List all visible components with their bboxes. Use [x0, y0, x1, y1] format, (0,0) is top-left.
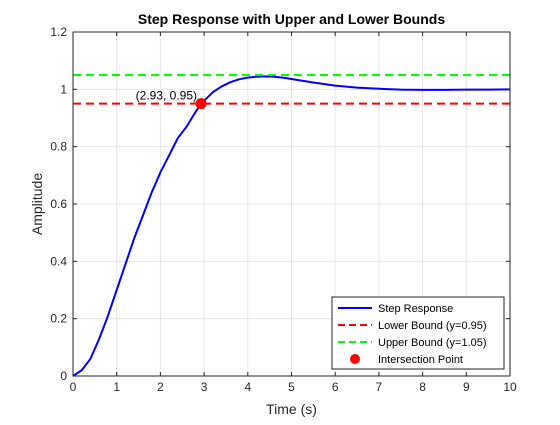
series-layer — [72, 74, 511, 377]
point-layer: (2.93, 0.95) — [136, 89, 207, 110]
y-tick-label: 1 — [60, 82, 67, 96]
x-tick-label: 3 — [201, 380, 208, 394]
x-tick-label: 0 — [70, 380, 77, 394]
y-tick-label: 0.4 — [50, 254, 67, 268]
intersection-point-label: (2.93, 0.95) — [136, 89, 197, 103]
intersection-point-marker — [195, 98, 207, 110]
x-tick-label: 7 — [376, 380, 383, 394]
y-axis-label: Amplitude — [29, 173, 45, 235]
ticks: 0 1 2 3 4 5 6 7 8 9 10 0 0.2 0.4 0.6 0.8 1 1.2 — [50, 25, 517, 394]
legend-swatch-marker — [350, 354, 360, 364]
x-tick-label: 2 — [157, 380, 164, 394]
legend-entry-label: Lower Bound (y=0.95) — [378, 320, 487, 332]
y-tick-label: 0.2 — [50, 312, 67, 326]
x-tick-label: 8 — [419, 380, 426, 394]
x-tick-label: 9 — [463, 380, 470, 394]
x-tick-label: 4 — [244, 380, 251, 394]
x-tick-label: 6 — [332, 380, 339, 394]
y-tick-label: 0.6 — [50, 197, 67, 211]
x-tick-label: 10 — [503, 380, 517, 394]
y-tick-label: 0 — [60, 369, 67, 383]
x-tick-label: 1 — [113, 380, 120, 394]
chart-title: Step Response with Upper and Lower Bound… — [138, 11, 445, 27]
x-tick-label: 5 — [288, 380, 295, 394]
legend-entry-label: Upper Bound (y=1.05) — [378, 337, 487, 349]
x-axis-label: Time (s) — [266, 401, 317, 417]
legend-entry-label: Step Response — [378, 303, 453, 315]
y-tick-label: 1.2 — [50, 25, 67, 39]
legend: Step Response Lower Bound (y=0.95) Upper B… — [331, 296, 505, 370]
y-tick-label: 0.8 — [50, 140, 67, 154]
legend-entry-label: Intersection Point — [378, 354, 463, 366]
step-response-line — [72, 75, 511, 377]
